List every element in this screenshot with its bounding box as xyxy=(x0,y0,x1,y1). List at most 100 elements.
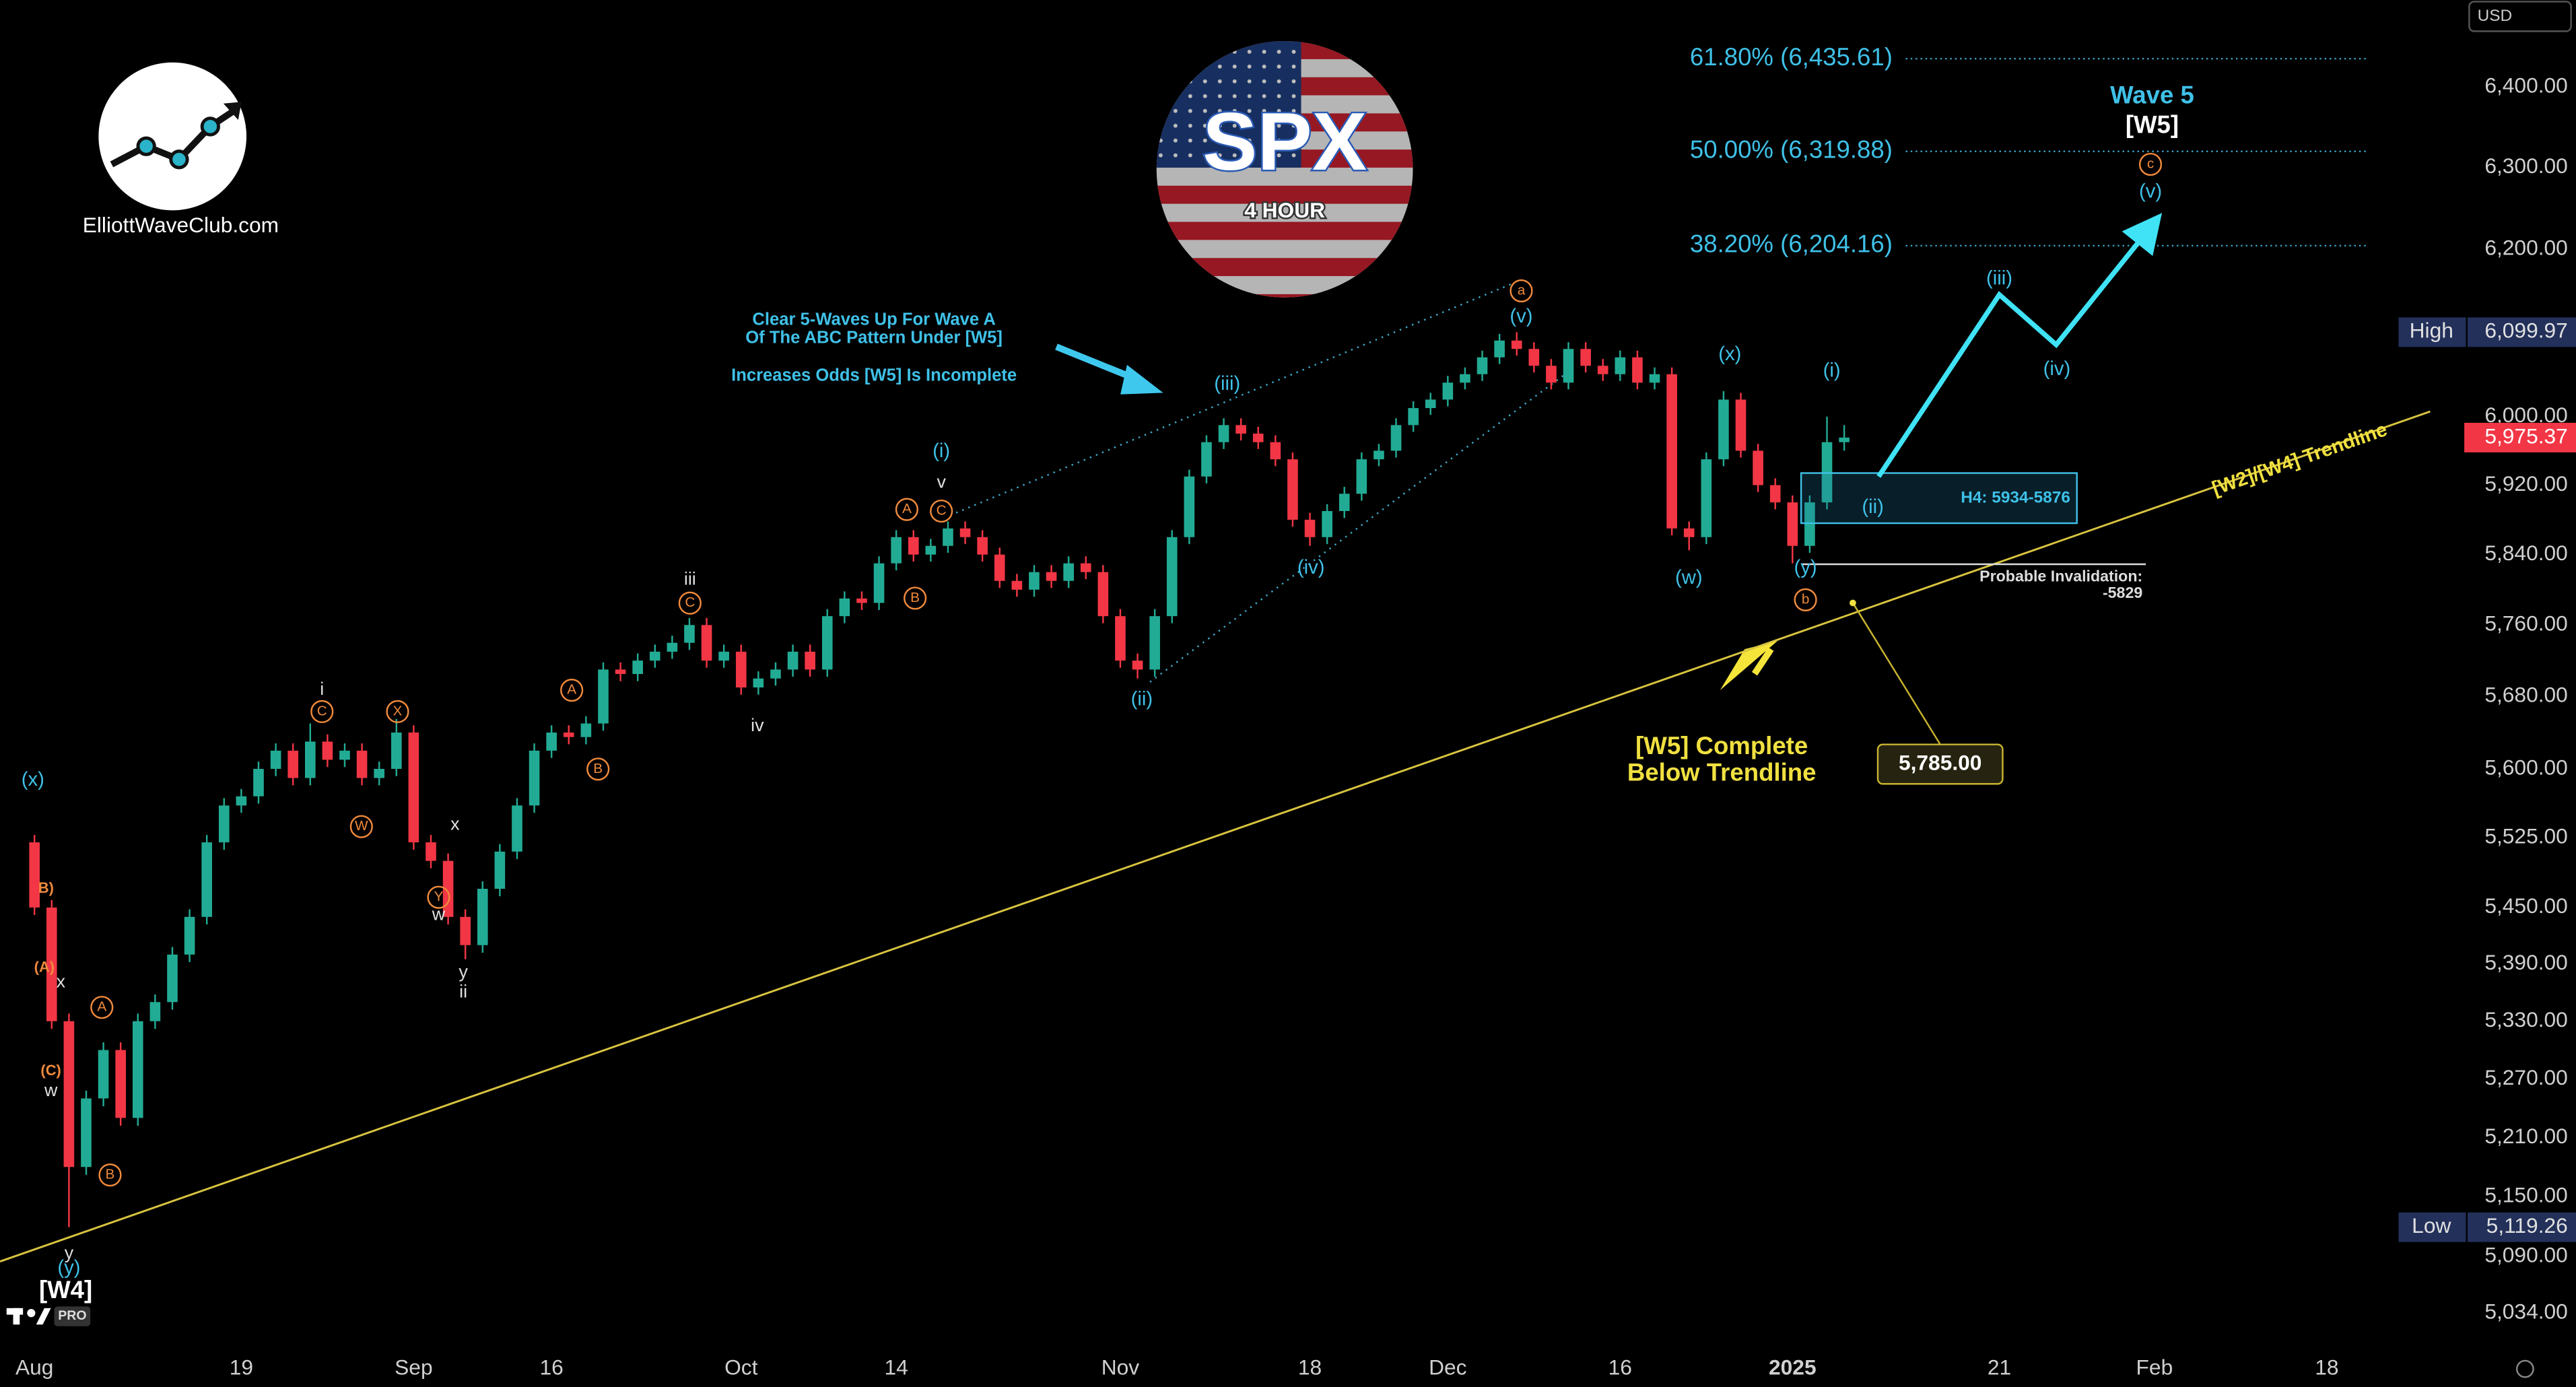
candle-body xyxy=(1080,563,1091,572)
wave-marker xyxy=(586,757,610,781)
candle-body xyxy=(1787,502,1798,546)
candle-body xyxy=(46,907,57,1021)
candle-body xyxy=(994,554,1005,581)
x-tick-label: Aug xyxy=(15,1355,53,1380)
y-tick-label: 5,840.00 xyxy=(2484,541,2567,565)
wave-label: A xyxy=(97,999,106,1015)
y-tick-label: 5,330.00 xyxy=(2484,1007,2567,1031)
candle-body xyxy=(925,545,937,555)
candle-body xyxy=(1322,511,1332,537)
brand-logo xyxy=(98,62,247,211)
w5-label: [W5] xyxy=(2126,111,2179,139)
fib-label: 38.20% (6,204.16) xyxy=(1690,230,1893,258)
wave-label: C xyxy=(937,503,947,518)
wave-marker xyxy=(90,996,114,1019)
candle-body xyxy=(1615,357,1626,374)
wave-label: A xyxy=(567,682,576,698)
candle-body xyxy=(615,669,626,675)
candle-body xyxy=(270,750,281,769)
candle-body xyxy=(1735,399,1747,451)
target-leader xyxy=(1852,602,1941,745)
comment-line: Increases Odds [W5] Is Incomplete xyxy=(731,366,1017,385)
wave-marker xyxy=(310,700,334,723)
wave-marker xyxy=(895,498,918,521)
candle-body xyxy=(115,1050,127,1118)
candle-body xyxy=(236,796,247,806)
wave-label: v xyxy=(937,472,946,492)
settings-icon[interactable] xyxy=(2515,1359,2534,1378)
candle-body xyxy=(1580,349,1591,366)
candle-body xyxy=(408,732,419,843)
candle-body xyxy=(1511,340,1522,349)
last-price-value: 5,975.37 xyxy=(2484,424,2567,448)
candle-body xyxy=(132,1021,143,1118)
price-tag xyxy=(2467,317,2576,347)
price-tag-name: High xyxy=(2410,318,2453,343)
x-tick-label: Sep xyxy=(395,1355,432,1380)
candle-body xyxy=(184,916,195,955)
last-price-tag xyxy=(2464,422,2576,452)
zone-label: H4: 5934-5876 xyxy=(1961,488,2070,506)
candle-body xyxy=(1338,494,1350,512)
fib-label: 61.80% (6,435.61) xyxy=(1690,43,1893,71)
candle-body xyxy=(426,842,436,861)
wave-marker xyxy=(386,700,409,723)
wave-marker xyxy=(1794,588,1817,611)
wave-label: (x) xyxy=(22,768,44,790)
candle-body xyxy=(891,537,902,564)
target-point xyxy=(1850,599,1856,607)
wave-marker xyxy=(98,1163,122,1187)
wave-label: (ii) xyxy=(1862,496,1883,518)
wave-label: w xyxy=(432,904,446,924)
y-tick-label: 6,300.00 xyxy=(2484,154,2567,178)
x-tick-label: 19 xyxy=(230,1355,253,1380)
x-tick-label: Dec xyxy=(1429,1355,1467,1380)
price-tag-value: 6,099.97 xyxy=(2484,318,2567,343)
candle-body xyxy=(98,1050,109,1099)
candle-body xyxy=(1683,528,1695,537)
wave-label: (iv) xyxy=(2043,358,2071,380)
callout-arrow xyxy=(1055,343,1135,381)
wave-label: C xyxy=(685,595,695,610)
wave-marker xyxy=(678,591,702,615)
callout-arrow-head xyxy=(1720,640,1778,691)
wave-label: Y xyxy=(434,889,444,904)
badge: PRO xyxy=(58,1308,86,1323)
wave-label: C xyxy=(317,703,327,718)
wave-label: (iv) xyxy=(1297,556,1325,578)
candle-body xyxy=(1563,349,1574,383)
wave-label: (v) xyxy=(2139,180,2162,202)
candle-body xyxy=(1718,399,1729,460)
candle-body xyxy=(821,616,833,670)
wave-label: (y) xyxy=(57,1256,80,1279)
wave-label: (i) xyxy=(1823,359,1841,381)
candle-body xyxy=(1166,537,1178,617)
candle-body xyxy=(908,537,919,555)
y-tick-label: 5,600.00 xyxy=(2484,755,2567,779)
candle-body xyxy=(1494,340,1505,358)
target-box xyxy=(1876,743,2004,785)
tv-logo xyxy=(6,1306,91,1326)
candle-body xyxy=(304,741,316,778)
candle-body xyxy=(1425,399,1436,409)
candle-body xyxy=(1597,366,1608,374)
candle-body xyxy=(29,842,40,908)
candle-body xyxy=(753,678,764,688)
wave-label: y xyxy=(65,1242,74,1262)
wave-label: B xyxy=(106,1167,115,1182)
candle-body xyxy=(494,851,506,889)
y-tick-label: 5,760.00 xyxy=(2484,611,2567,636)
candle-body xyxy=(253,768,264,797)
candle-body xyxy=(1804,502,1815,546)
wave-label: x xyxy=(450,813,460,834)
wave-label: ii xyxy=(459,981,467,1001)
complete-line: [W5] Complete xyxy=(1635,732,1808,759)
candle-body xyxy=(1149,616,1160,670)
candle-body xyxy=(460,916,471,945)
wave-label: (ii) xyxy=(1131,687,1153,710)
candle-body xyxy=(563,732,574,737)
candle-body xyxy=(598,669,609,724)
candle-body xyxy=(1304,519,1316,537)
